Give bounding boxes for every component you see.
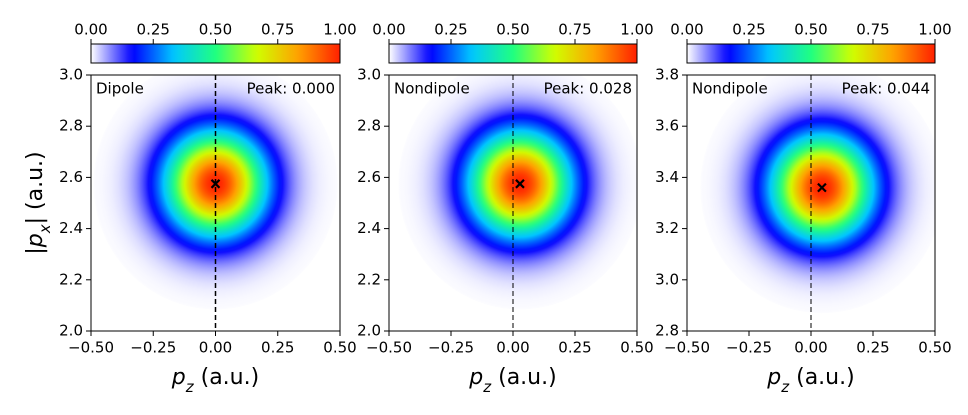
y-axis-label: |px| (a.u.) bbox=[23, 151, 54, 254]
y-tick-label: 3.0 bbox=[59, 66, 83, 84]
x-tick-label: 0.00 bbox=[794, 339, 827, 357]
colorbar-tick-label: 0.50 bbox=[199, 21, 232, 39]
colorbar-tick-label: 0.25 bbox=[732, 21, 765, 39]
x-tick-label: 0.25 bbox=[261, 339, 294, 357]
y-tick-label: 2.8 bbox=[357, 117, 381, 135]
peak-marker bbox=[817, 182, 827, 193]
y-tick-label: 3.2 bbox=[655, 219, 679, 237]
panel-label: Nondipole bbox=[692, 80, 768, 98]
peak-annotation: Peak: 0.000 bbox=[247, 80, 335, 98]
peak-marker bbox=[515, 179, 525, 189]
x-axis-label: pz (a.u.) bbox=[766, 365, 854, 396]
y-tick-label: 2.4 bbox=[357, 219, 381, 237]
colorbar-tick-label: 0.50 bbox=[496, 21, 529, 39]
colorbar-tick-label: 0.75 bbox=[856, 21, 889, 39]
y-tick-label: 3.8 bbox=[655, 66, 679, 84]
y-tick-label: 2.0 bbox=[59, 322, 83, 340]
colorbar bbox=[686, 43, 936, 64]
x-tick-label: −0.25 bbox=[130, 339, 176, 357]
x-tick-label: 0.00 bbox=[496, 339, 529, 357]
y-tick-label: 2.2 bbox=[357, 270, 381, 288]
density-blob bbox=[93, 75, 338, 310]
colorbar-tick-label: 0.25 bbox=[137, 21, 170, 39]
peak-marker bbox=[210, 179, 221, 189]
panel-label: Nondipole bbox=[394, 80, 470, 98]
colorbar-tick-label: 1.00 bbox=[620, 21, 653, 39]
y-tick-label: 2.2 bbox=[59, 270, 83, 288]
x-tick-label: −0.25 bbox=[726, 339, 772, 357]
y-tick-label: 2.0 bbox=[357, 322, 381, 340]
x-tick-label: −0.50 bbox=[366, 339, 412, 357]
y-tick-label: 3.6 bbox=[655, 117, 679, 135]
plot-area bbox=[687, 75, 935, 331]
colorbar-tick-label: 0.25 bbox=[434, 21, 467, 39]
x-tick-label: 0.25 bbox=[856, 339, 889, 357]
colorbar-tick-label: 0.00 bbox=[670, 21, 703, 39]
x-tick-label: 0.00 bbox=[199, 339, 232, 357]
y-tick-label: 2.8 bbox=[59, 117, 83, 135]
y-tick-label: 2.8 bbox=[655, 322, 679, 340]
x-tick-label: −0.25 bbox=[428, 339, 474, 357]
y-tick-label: 3.0 bbox=[357, 66, 381, 84]
x-tick-label: −0.50 bbox=[664, 339, 710, 357]
x-tick-label: 0.50 bbox=[918, 339, 951, 357]
y-tick-label: 3.0 bbox=[655, 270, 679, 288]
x-axis-label: pz (a.u.) bbox=[468, 365, 556, 396]
plot-area bbox=[91, 75, 340, 331]
y-tick-label: 3.4 bbox=[655, 168, 679, 186]
colorbar-tick-label: 0.50 bbox=[794, 21, 827, 39]
y-tick-label: 2.6 bbox=[357, 168, 381, 186]
x-tick-label: −0.50 bbox=[68, 339, 114, 357]
plot-area bbox=[389, 75, 637, 331]
density-blob bbox=[700, 75, 935, 314]
y-tick-label: 2.4 bbox=[59, 219, 83, 237]
x-axis-label: pz (a.u.) bbox=[171, 365, 259, 396]
density-blob bbox=[398, 75, 637, 310]
x-tick-label: 0.25 bbox=[558, 339, 591, 357]
peak-annotation: Peak: 0.044 bbox=[842, 80, 930, 98]
x-tick-label: 0.50 bbox=[323, 339, 356, 357]
peak-annotation: Peak: 0.028 bbox=[544, 80, 632, 98]
colorbar-tick-label: 0.00 bbox=[372, 21, 405, 39]
colorbar-tick-label: 1.00 bbox=[323, 21, 356, 39]
colorbar bbox=[90, 43, 341, 64]
colorbar-tick-label: 0.00 bbox=[74, 21, 107, 39]
y-tick-label: 2.6 bbox=[59, 168, 83, 186]
colorbar-tick-label: 0.75 bbox=[261, 21, 294, 39]
x-tick-label: 0.50 bbox=[620, 339, 653, 357]
colorbar-tick-label: 0.75 bbox=[558, 21, 591, 39]
colorbar bbox=[388, 43, 638, 64]
colorbar-tick-label: 1.00 bbox=[918, 21, 951, 39]
panel-label: Dipole bbox=[96, 80, 144, 98]
